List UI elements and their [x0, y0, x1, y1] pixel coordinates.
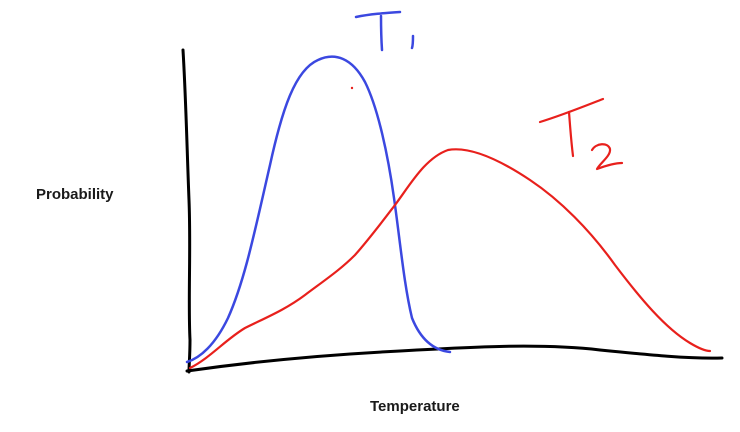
curve-t2 — [188, 148, 712, 370]
stray-mark — [350, 86, 354, 90]
x-axis-line — [185, 344, 724, 373]
label-t2 — [538, 97, 624, 171]
label-t2-letter-stem — [567, 110, 575, 158]
label-t1-letter-bar — [354, 10, 402, 19]
curve-t1 — [185, 55, 452, 364]
label-t1-subscript — [410, 34, 415, 50]
label-t2-letter-bar — [538, 97, 605, 124]
label-t2-subscript — [590, 143, 624, 171]
y-axis-line — [181, 48, 192, 374]
label-t1-letter-stem — [379, 14, 384, 52]
label-t1 — [354, 10, 415, 52]
x-axis-label: Temperature — [370, 398, 460, 415]
y-axis-label: Probability — [36, 186, 114, 203]
